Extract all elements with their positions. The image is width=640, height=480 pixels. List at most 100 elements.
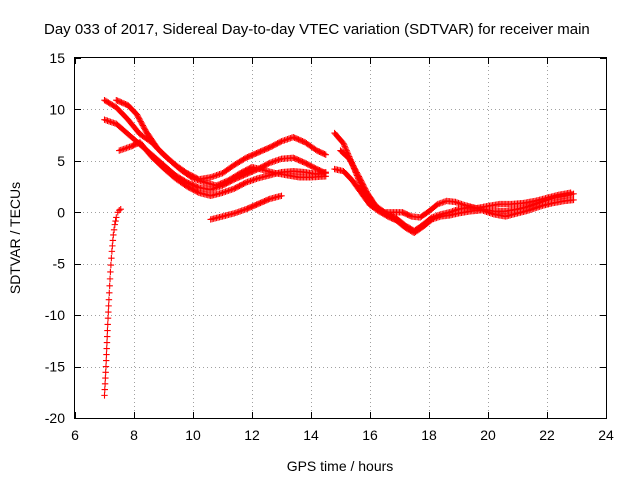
- data-point: [355, 173, 363, 180]
- series-track-9: [337, 147, 574, 221]
- data-point: [322, 168, 329, 176]
- data-point: [351, 165, 358, 172]
- grid: [75, 58, 606, 418]
- data-point: [350, 163, 357, 171]
- data-point: [103, 345, 110, 352]
- x-tick-label: 20: [480, 427, 496, 443]
- data-point: [321, 150, 328, 158]
- data-point: [352, 167, 360, 175]
- y-tick-label: -10: [45, 307, 65, 323]
- data-point: [135, 114, 142, 121]
- data-point: [570, 190, 577, 197]
- x-tick-label: 6: [71, 427, 79, 443]
- x-tick-label: 8: [130, 427, 138, 443]
- data-point: [104, 315, 112, 322]
- plot-frame: [74, 57, 607, 419]
- y-tick-label: 10: [49, 101, 65, 117]
- data-point: [348, 159, 355, 167]
- data-point: [113, 214, 120, 221]
- data-point: [359, 181, 367, 188]
- data-point: [360, 182, 367, 190]
- y-tick-labels: -20 -15 -10 -5 0 5 10 15: [45, 50, 65, 426]
- data-point: [111, 221, 119, 228]
- data-point: [140, 123, 147, 131]
- data-point: [188, 174, 195, 181]
- data-point: [103, 351, 110, 358]
- y-tick-label: 15: [49, 50, 65, 66]
- data-point: [342, 146, 350, 153]
- x-tick-label: 24: [598, 427, 614, 443]
- data-point: [340, 141, 348, 149]
- data-point: [136, 116, 144, 124]
- x-tick-label: 16: [362, 427, 378, 443]
- data-point: [380, 208, 387, 215]
- data-point: [138, 119, 145, 126]
- data-point: [105, 308, 112, 316]
- data-point: [358, 178, 365, 186]
- data-point: [139, 122, 147, 129]
- y-tick-label: -15: [45, 359, 65, 375]
- data-point: [117, 206, 124, 213]
- data-point: [102, 374, 109, 382]
- data-point: [361, 185, 369, 192]
- data-point: [361, 184, 368, 191]
- y-tick-label: -20: [45, 410, 65, 426]
- data-point: [102, 363, 110, 370]
- data-point: [352, 166, 359, 173]
- data-point: [103, 357, 110, 364]
- data-point: [265, 196, 272, 203]
- y-tick-label: 5: [57, 153, 65, 169]
- data-point: [104, 321, 111, 328]
- x-tick-label: 22: [539, 427, 555, 443]
- data-point: [241, 179, 248, 187]
- data-point: [110, 226, 118, 233]
- data-point: [322, 151, 329, 158]
- data-point: [134, 112, 141, 120]
- data-point: [133, 111, 141, 118]
- data-point: [105, 296, 113, 303]
- chart-title: Day 033 of 2017, Sidereal Day-to-day VTE…: [44, 21, 590, 38]
- tick-marks: [75, 58, 607, 419]
- x-tick-label: 14: [303, 427, 319, 443]
- data-point: [362, 186, 369, 194]
- data-point: [357, 176, 364, 183]
- series-track-1: [101, 206, 124, 399]
- data-point: [567, 189, 574, 196]
- x-axis-label: GPS time / hours: [287, 458, 394, 474]
- data-point: [107, 268, 114, 276]
- series-track-7: [331, 129, 577, 234]
- y-axis-label: SDTVAR / TECUs: [7, 182, 23, 294]
- data-point: [104, 333, 111, 340]
- data-point: [278, 192, 285, 200]
- data-point: [110, 231, 117, 239]
- data-point: [138, 120, 146, 128]
- data-points: [101, 96, 577, 399]
- data-point: [194, 188, 201, 196]
- x-tick-label: 10: [185, 427, 201, 443]
- data-point: [101, 380, 109, 388]
- data-point: [108, 255, 115, 262]
- data-point: [107, 261, 115, 269]
- data-point: [341, 143, 348, 150]
- data-point: [105, 302, 112, 310]
- data-point: [355, 172, 362, 179]
- data-point: [141, 125, 148, 132]
- y-tick-label: -5: [53, 256, 66, 272]
- data-point: [570, 196, 577, 204]
- y-tick-label: 0: [57, 204, 65, 220]
- x-tick-label: 12: [244, 427, 260, 443]
- data-point: [276, 138, 284, 146]
- data-point: [116, 207, 123, 214]
- data-point: [359, 180, 366, 187]
- data-point: [346, 155, 353, 162]
- data-point: [112, 217, 119, 225]
- data-point: [354, 170, 361, 178]
- data-point: [356, 174, 363, 182]
- data-point: [109, 242, 116, 250]
- data-point: [347, 158, 355, 165]
- series-track-8: [331, 165, 577, 237]
- data-point: [108, 248, 116, 255]
- data-point: [346, 156, 354, 164]
- x-tick-labels: 6 8 10 12 14 16 18 20 22 24: [71, 427, 614, 443]
